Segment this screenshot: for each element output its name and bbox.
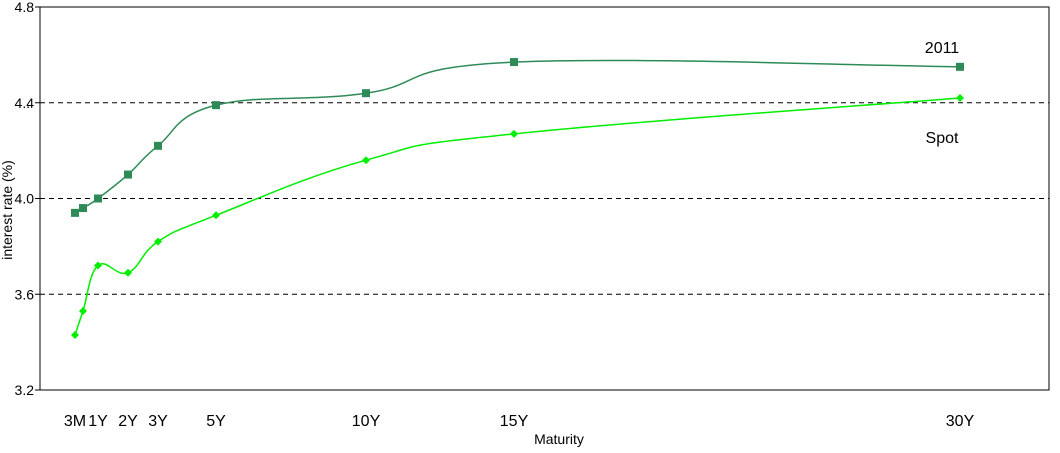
data-point-spot: [956, 93, 964, 102]
x-tick-label: 3M: [64, 413, 86, 430]
x-axis-label: Maturity: [534, 431, 584, 447]
data-point-2011: [71, 208, 79, 217]
x-tick-label: 3Y: [148, 413, 168, 430]
series-layer: [71, 58, 964, 339]
data-point-spot: [124, 268, 132, 277]
data-point-2011: [124, 170, 132, 179]
y-axis-label: interest rate (%): [0, 160, 15, 260]
grid-layer: [40, 102, 1049, 295]
data-point-2011: [212, 101, 220, 110]
data-point-spot: [71, 330, 79, 339]
data-point-2011: [79, 204, 87, 213]
legend-label-spot: Spot: [926, 130, 959, 147]
data-point-2011: [154, 141, 162, 150]
data-point-spot: [362, 156, 370, 165]
data-point-spot: [510, 129, 518, 138]
data-point-2011: [94, 194, 102, 203]
x-tick-label: 5Y: [206, 413, 226, 430]
data-point-spot: [94, 261, 102, 270]
data-point-spot: [154, 237, 162, 246]
series-line-2011: [74, 59, 961, 214]
axis-layer: 3.2 3.6 4.0 4.4 4.8 3M 1Y 2Y 3Y 5Y 10Y 15Y 30Y: [15, 0, 975, 430]
y-tick-label: 4.0: [15, 191, 35, 207]
y-tick-label: 3.6: [15, 286, 35, 302]
y-tick-label: 4.8: [15, 0, 35, 15]
x-tick-label: 1Y: [88, 413, 108, 430]
stray-mark: .: [26, 95, 30, 111]
data-point-spot: [79, 307, 87, 316]
data-point-2011: [956, 62, 964, 71]
x-tick-label: 30Y: [946, 413, 975, 430]
x-tick-label: 2Y: [118, 413, 138, 430]
data-point-2011: [362, 89, 370, 98]
y-tick-label: 4.4: [15, 95, 35, 111]
x-tick-label: 15Y: [500, 413, 529, 430]
data-point-2011: [510, 58, 518, 67]
legend-label-2011: 2011: [925, 40, 960, 57]
x-tick-label: 10Y: [352, 413, 381, 430]
series-line-spot: [74, 97, 961, 336]
data-point-spot: [212, 211, 220, 220]
y-tick-label: 3.2: [15, 382, 35, 398]
